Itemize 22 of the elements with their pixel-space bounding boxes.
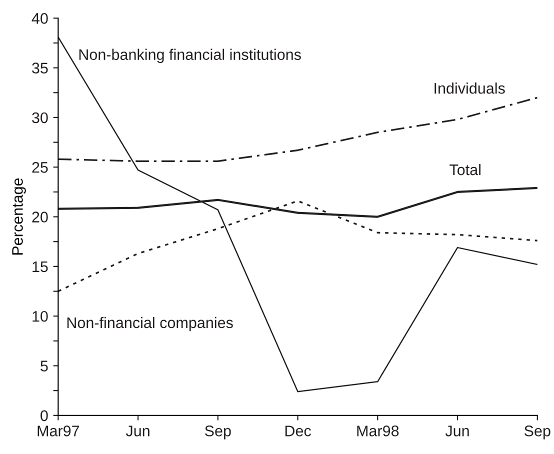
- y-tick-label: 40: [32, 13, 48, 24]
- x-tick-label: Dec: [285, 426, 311, 436]
- y-tick-label: 20: [32, 212, 48, 222]
- x-tick-label: Mar98: [357, 426, 399, 436]
- x-tick-label: Jun: [445, 426, 469, 436]
- y-tick-label: 35: [32, 62, 48, 74]
- y-tick-label: 30: [32, 112, 48, 124]
- series-label: Non-financial companies: [67, 316, 233, 332]
- y-axis-title: Percentage: [12, 178, 26, 255]
- series-label: Total: [450, 164, 480, 176]
- y-tick-label: 0: [40, 410, 48, 422]
- y-tick-label: 5: [40, 360, 48, 372]
- line-series: [58, 36, 538, 392]
- x-tick-label: Sep: [205, 426, 231, 440]
- y-tick-label: 15: [32, 261, 48, 272]
- series-label: Non-banking financial institutions: [79, 48, 301, 64]
- y-tick-label: 10: [32, 310, 48, 322]
- y-tick-label: 25: [32, 162, 48, 173]
- series-label: Individuals: [434, 82, 505, 94]
- x-tick-label: Mar97: [38, 426, 80, 436]
- x-tick-label: Sep: [524, 426, 550, 440]
- x-tick-label: Jun: [126, 426, 150, 436]
